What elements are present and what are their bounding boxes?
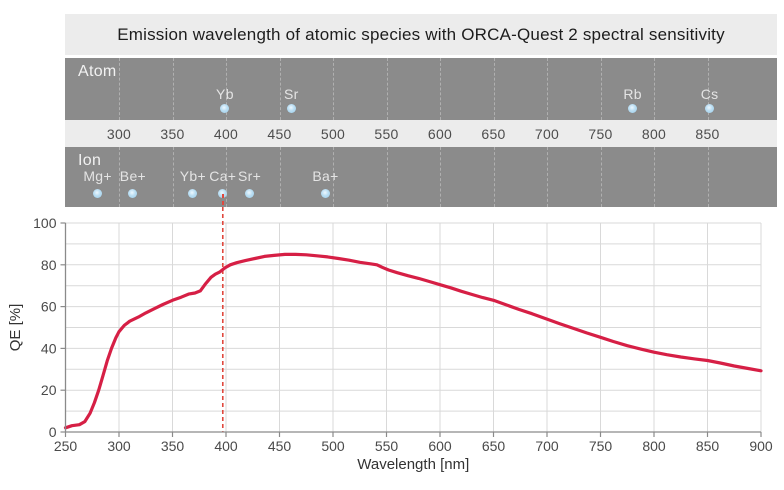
species-label: Be+ — [119, 168, 147, 184]
species-label: Ba+ — [312, 168, 339, 184]
band-gridline — [172, 147, 174, 207]
band-gridline — [279, 58, 281, 120]
species-label: Rb — [623, 86, 642, 102]
species-dot — [286, 104, 296, 113]
species-dot — [188, 189, 198, 198]
scale-tick-label: 600 — [427, 125, 453, 142]
band-gridline — [493, 147, 495, 207]
species-dot — [705, 104, 715, 113]
x-tick-label: 550 — [375, 438, 399, 454]
band-gridline — [707, 147, 709, 207]
band-gridline — [440, 147, 441, 207]
chart-title-banner: Emission wavelength of atomic species wi… — [65, 14, 777, 55]
band-gridline — [654, 58, 655, 120]
x-tick-label: 800 — [642, 438, 666, 454]
band-gridline — [333, 147, 334, 207]
scale-tick-label: 350 — [160, 125, 185, 142]
y-tick-label: 20 — [41, 382, 57, 398]
x-tick-label: 900 — [749, 438, 773, 454]
band-gridline — [172, 58, 174, 120]
band-gridline — [600, 58, 602, 120]
band-gridline — [600, 147, 602, 207]
species-dot — [321, 189, 330, 198]
x-tick-label: 650 — [482, 438, 506, 454]
x-tick-label: 250 — [54, 438, 78, 454]
species-label: Cs — [700, 86, 719, 102]
y-tick-label: 100 — [33, 215, 57, 231]
x-tick-label: 700 — [535, 438, 559, 454]
y-tick-label: 80 — [41, 257, 57, 273]
page-title: Emission wavelength of atomic species wi… — [117, 24, 725, 44]
species-label: Sr — [283, 86, 299, 102]
qe-curve — [63, 252, 763, 430]
atom-band: Atom Yb Sr Rb Cs — [65, 58, 777, 120]
y-axis-label: QE [%] — [7, 304, 24, 352]
scale-tick-label: 550 — [374, 125, 399, 142]
scale-tick-label: 300 — [106, 125, 132, 142]
band-gridline — [226, 147, 227, 207]
y-tick-label: 0 — [49, 424, 57, 440]
qe-chart: 250 300 350 400 450 500 550 600 650 700 750 800 850 9… — [7, 207, 773, 473]
scale-tick-label: 450 — [267, 125, 292, 142]
ca-marker-line-stub — [221, 194, 224, 207]
x-tick-label: 750 — [589, 438, 613, 454]
y-tick-label: 40 — [41, 340, 57, 356]
band-gridline — [386, 147, 388, 207]
band-gridline — [333, 58, 334, 120]
band-gridline — [119, 147, 120, 207]
species-dot — [218, 189, 228, 198]
band-gridline — [386, 58, 388, 120]
scale-tick-label: 400 — [213, 125, 239, 142]
y-tick-label: 60 — [41, 299, 57, 315]
scale-tick-label: 500 — [320, 125, 346, 142]
x-tick-label: 450 — [268, 438, 292, 454]
species-label: Sr+ — [237, 168, 262, 184]
wavelength-scale-strip: 300 350 400 450 500 550 600 650 700 750 800 850 — [65, 120, 777, 147]
species-dot — [245, 189, 255, 198]
atom-band-label: Atom — [78, 63, 117, 80]
band-gridline — [226, 58, 227, 120]
ion-band: Ion Mg+ Be+ Yb+ Ca+ Sr+ Ba+ — [65, 147, 777, 207]
species-dot — [128, 189, 138, 198]
x-tick-label: 350 — [161, 438, 185, 454]
band-gridline — [119, 58, 120, 120]
scale-tick-label: 700 — [534, 125, 560, 142]
scale-tick-label: 750 — [588, 125, 613, 142]
band-gridline — [493, 58, 495, 120]
band-gridline — [279, 147, 281, 207]
x-tick-label: 300 — [107, 438, 131, 454]
scale-tick-label: 650 — [481, 125, 506, 142]
x-tick-label: 500 — [321, 438, 345, 454]
scale-tick-label: 800 — [641, 125, 667, 142]
species-dot — [628, 104, 638, 113]
species-dot — [220, 104, 230, 113]
scale-tick-label: 850 — [695, 125, 720, 142]
x-axis-label: Wavelength [nm] — [357, 456, 469, 473]
species-dot — [93, 189, 103, 198]
band-gridline — [547, 147, 548, 207]
species-label: Yb — [216, 86, 234, 102]
band-gridline — [707, 58, 709, 120]
band-gridline — [547, 58, 548, 120]
species-label: Mg+ — [83, 168, 112, 184]
species-label: Yb+ — [179, 168, 206, 184]
x-tick-label: 400 — [214, 438, 238, 454]
x-tick-label: 600 — [428, 438, 452, 454]
band-gridline — [654, 147, 655, 207]
species-label: Ca+ — [209, 168, 237, 184]
x-tick-label: 850 — [696, 438, 720, 454]
ion-band-label: Ion — [78, 152, 102, 169]
band-gridline — [440, 58, 441, 120]
